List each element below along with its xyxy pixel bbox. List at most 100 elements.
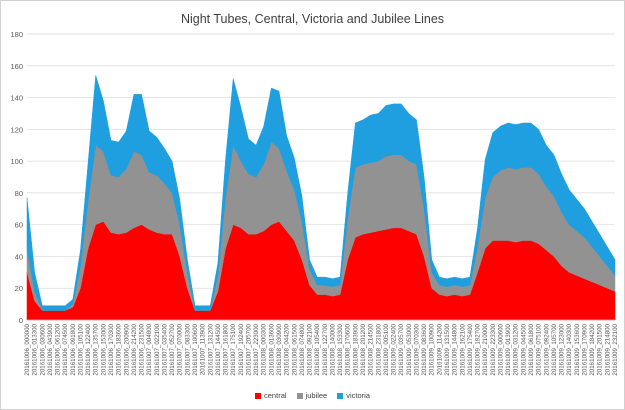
x-tick-label: 20161006_074500 — [62, 323, 69, 375]
x-tick-label: 20161006_091800 — [70, 323, 77, 375]
x-tick-label: 20161009_123000 — [559, 323, 566, 375]
legend-label-victoria: victoria — [346, 391, 370, 400]
chart-title: Night Tubes, Central, Victoria and Jubil… — [180, 12, 445, 26]
x-tick-label: 20161009_083600 — [421, 323, 428, 375]
x-tick-label: 20161009_170900 — [581, 323, 588, 375]
legend-item-jubilee: jubilee — [296, 391, 328, 400]
x-tick-label: 20161008_000300 — [261, 323, 268, 375]
x-tick-label: 20161009_100900 — [429, 323, 436, 375]
x-tick-label: 20161007_161800 — [223, 323, 230, 375]
y-tick-label: 120 — [10, 125, 23, 134]
x-tick-label: 20161009_184200 — [589, 323, 596, 375]
x-tick-label: 20161006_183600 — [116, 323, 123, 375]
x-tick-label: 20161009_070300 — [413, 323, 420, 375]
x-tick-label: 20161006_122400 — [85, 323, 92, 375]
x-tick-label: 20161006_061200 — [55, 323, 62, 375]
x-tick-label: 20161007_192400 — [238, 323, 245, 375]
x-tick-label: 20161008_170600 — [345, 323, 352, 375]
x-tick-label: 20161007_113900 — [200, 323, 207, 375]
x-tick-label: 20161008_092100 — [307, 323, 314, 375]
x-tick-label: 20161009_053000 — [406, 323, 413, 375]
x-tick-label: 20161009_000600 — [497, 323, 504, 375]
legend-item-central: central — [255, 391, 287, 400]
x-tick-label: 20161006_200900 — [123, 323, 130, 375]
x-tick-label: 20161006_043900 — [47, 323, 54, 375]
x-tick-label: 20161008_122700 — [322, 323, 329, 375]
x-tick-label: 20161009_153600 — [574, 323, 581, 375]
legend-swatch-central — [255, 392, 262, 399]
series-area-victoria — [26, 75, 616, 311]
x-tick-label: 20161007_223000 — [253, 323, 260, 375]
x-tick-label: 20161006_231500 — [139, 323, 146, 375]
x-tick-label: 20161008_231800 — [375, 323, 382, 375]
x-tick-label: 20161007_131200 — [207, 323, 214, 375]
x-tick-label: 20161009_044500 — [520, 323, 527, 375]
x-tick-label: 20161007_004800 — [146, 323, 153, 375]
x-tick-label: 20161007_035400 — [161, 323, 168, 375]
x-tick-label: 20161008_044200 — [284, 323, 291, 375]
x-tick-label: 20161009_201500 — [597, 323, 604, 375]
x-tick-label: 20161009_061800 — [528, 323, 535, 375]
x-tick-label: 20161009_131500 — [444, 323, 451, 375]
x-tick-label: 20161006_013300 — [32, 323, 39, 375]
x-tick-label: 20161009_192700 — [475, 323, 482, 375]
x-tick-label: 20161009_232100 — [612, 323, 619, 375]
x-tick-label: 20161009_105700 — [551, 323, 558, 375]
x-tick-label: 20161008_140000 — [329, 323, 336, 375]
x-tick-label: 20161007_070000 — [177, 323, 184, 375]
x-tick-label: 20161008_201200 — [360, 323, 367, 375]
x-tick-label: 20161009_162100 — [459, 323, 466, 375]
x-tick-label: 20161007_100600 — [192, 323, 199, 375]
x-tick-label: 20161009_144800 — [452, 323, 459, 375]
x-tick-label: 20161009_210000 — [482, 323, 489, 375]
x-tick-label: 20161009_031200 — [513, 323, 520, 375]
x-tick-label: 20161009_114200 — [436, 323, 443, 375]
y-tick-label: 60 — [15, 221, 23, 230]
x-tick-label: 20161009_175400 — [467, 323, 474, 375]
y-tick-label: 80 — [15, 189, 23, 198]
x-tick-label: 20161008_030900 — [276, 323, 283, 375]
y-tick-label: 160 — [10, 62, 23, 71]
x-tick-label: 20161007_052700 — [169, 323, 176, 375]
y-tick-label: 20 — [15, 284, 23, 293]
legend-swatch-jubilee — [296, 392, 303, 399]
y-tick-label: 100 — [10, 157, 23, 166]
x-tick-label: 20161007_144500 — [215, 323, 222, 375]
y-tick-label: 140 — [10, 94, 23, 103]
x-tick-label: 20161007_083300 — [184, 323, 191, 375]
x-tick-label: 20161006_170300 — [108, 323, 115, 375]
legend: central jubilee victoria — [1, 391, 624, 400]
x-tick-label: 20161007_175100 — [230, 323, 237, 375]
y-tick-label: 180 — [10, 30, 23, 39]
x-tick-label: 20161008_074800 — [299, 323, 306, 375]
x-tick-label: 20161007_205700 — [245, 323, 252, 375]
x-tick-label: 20161009_075100 — [536, 323, 543, 375]
x-tick-label: 20161006_000000 — [24, 323, 31, 375]
x-tick-label: 20161009_140300 — [566, 323, 573, 375]
x-tick-label: 20161009_035700 — [398, 323, 405, 375]
y-tick-label: 0 — [19, 316, 23, 325]
x-tick-label: 20161006_135700 — [93, 323, 100, 375]
legend-item-victoria: victoria — [337, 391, 370, 400]
x-tick-label: 20161009_022400 — [391, 323, 398, 375]
x-tick-label: 20161009_013900 — [505, 323, 512, 375]
x-tick-label: 20161006_030600 — [39, 323, 46, 375]
x-tick-label: 20161008_105400 — [314, 323, 321, 375]
x-tick-label: 20161008_061500 — [291, 323, 298, 375]
x-tick-label: 20161009_092400 — [543, 323, 550, 375]
x-tick-label: 20161009_214800 — [604, 323, 611, 375]
x-tick-label: 20161008_153300 — [337, 323, 344, 375]
x-tick-label: 20161006_214200 — [131, 323, 138, 375]
legend-swatch-victoria — [337, 392, 344, 399]
x-tick-label: 20161008_214500 — [368, 323, 375, 375]
x-tick-label: 20161006_105100 — [77, 323, 84, 375]
x-tick-label: 20161006_153000 — [100, 323, 107, 375]
x-tick-label: 20161008_183900 — [352, 323, 359, 375]
legend-label-jubilee: jubilee — [305, 391, 328, 400]
y-tick-label: 40 — [15, 252, 23, 261]
legend-label-central: central — [264, 391, 287, 400]
x-tick-label: 20161008_013600 — [268, 323, 275, 375]
x-tick-label: 20161007_022100 — [154, 323, 161, 375]
